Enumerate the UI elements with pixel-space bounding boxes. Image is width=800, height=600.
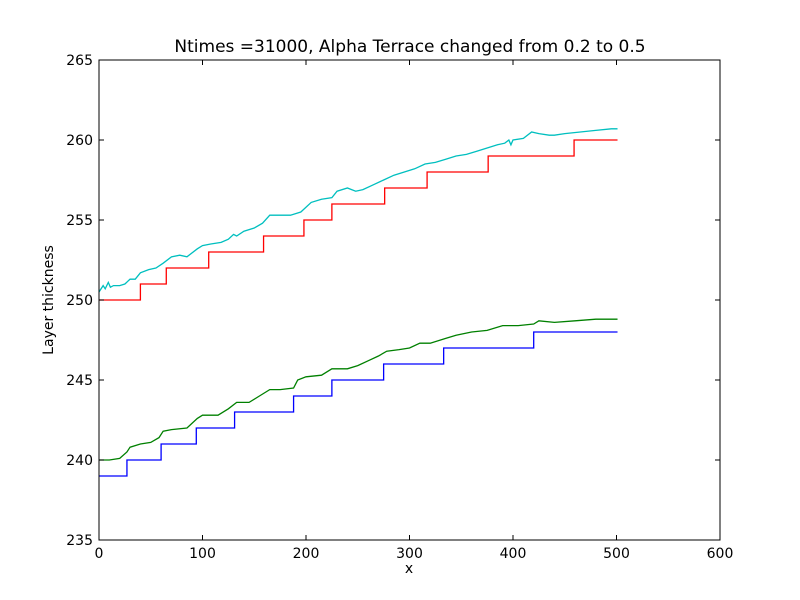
y-tick-label: 260 [66,133,93,149]
y-tick-label: 255 [66,213,93,229]
x-tick-label: 300 [396,546,423,562]
y-tick-label: 250 [66,293,93,309]
series-line-4 [99,128,618,293]
y-tick-label: 240 [66,453,93,469]
x-tick-label: 600 [707,546,734,562]
y-tick-label: 235 [66,533,93,549]
series-group [99,128,618,477]
x-tick-label: 500 [603,546,630,562]
x-ticks: 0 100 200 300 400 500 600 [95,60,734,562]
x-tick-label: 400 [500,546,527,562]
x-axis-label: x [405,561,413,577]
series-line-2 [99,318,618,461]
series-line-3 [99,139,618,301]
y-axis-label: Layer thickness [41,245,57,355]
y-ticks: 235 240 245 250 255 260 265 [66,53,720,549]
x-tick-label: 200 [293,546,320,562]
chart-title: Ntimes =31000, Alpha Terrace changed fro… [174,37,645,57]
y-tick-label: 245 [66,373,93,389]
series-line-1 [99,331,618,477]
y-tick-label: 265 [66,53,93,69]
x-tick-label: 100 [189,546,216,562]
x-tick-label: 0 [95,546,104,562]
